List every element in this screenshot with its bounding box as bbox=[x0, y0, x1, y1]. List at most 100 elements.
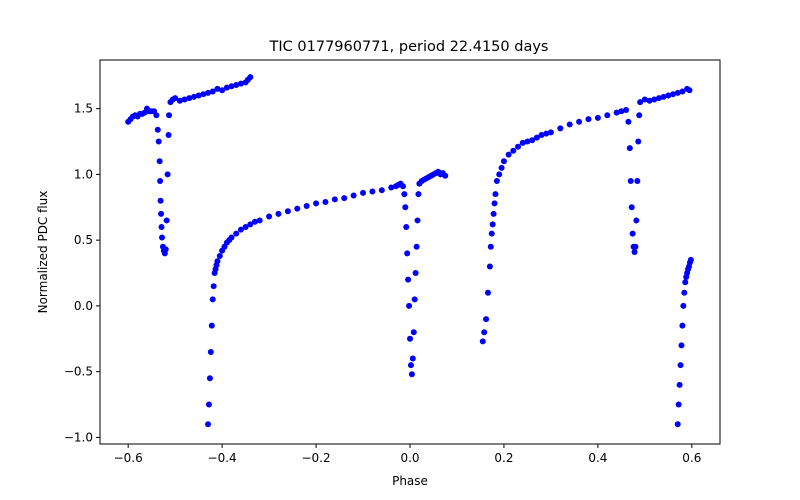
chart-title: TIC 0177960771, period 22.4150 days bbox=[269, 39, 549, 55]
data-point bbox=[186, 95, 193, 102]
data-point bbox=[156, 158, 163, 165]
data-point bbox=[604, 112, 611, 119]
data-point bbox=[498, 164, 505, 171]
data-point bbox=[547, 129, 554, 136]
data-point bbox=[214, 258, 221, 265]
y-axis-ticks: −1.0 −0.5 0.0 0.5 1.0 1.5 bbox=[64, 102, 100, 444]
data-point bbox=[209, 88, 216, 95]
x-tick-label: 0.2 bbox=[494, 451, 513, 465]
data-point bbox=[566, 121, 573, 128]
data-point bbox=[350, 192, 357, 199]
data-point bbox=[294, 205, 301, 212]
data-point bbox=[153, 112, 160, 119]
data-point bbox=[626, 145, 633, 152]
data-point bbox=[266, 213, 273, 220]
data-point bbox=[162, 246, 169, 253]
data-point bbox=[641, 96, 648, 103]
data-point bbox=[623, 106, 630, 113]
y-tick-label: 0.0 bbox=[74, 299, 93, 313]
data-point bbox=[409, 355, 416, 362]
data-point bbox=[206, 375, 213, 382]
data-point bbox=[510, 147, 517, 154]
data-point bbox=[163, 217, 170, 224]
data-point bbox=[681, 289, 688, 296]
data-point bbox=[159, 234, 165, 241]
data-point bbox=[406, 302, 413, 309]
data-point bbox=[492, 191, 499, 198]
data-point bbox=[576, 118, 583, 125]
data-point bbox=[628, 204, 635, 211]
x-tick-label: −0.6 bbox=[114, 451, 143, 465]
data-point bbox=[205, 401, 212, 408]
x-tick-label: −0.2 bbox=[301, 451, 330, 465]
data-point bbox=[247, 74, 254, 81]
data-point bbox=[247, 221, 254, 228]
data-point bbox=[488, 230, 495, 237]
data-point bbox=[679, 88, 686, 95]
data-point bbox=[228, 83, 235, 90]
data-point bbox=[284, 208, 291, 215]
data-point bbox=[237, 80, 244, 87]
data-point bbox=[408, 371, 415, 378]
data-point bbox=[172, 95, 179, 102]
data-point bbox=[207, 348, 214, 355]
data-point bbox=[500, 158, 507, 165]
data-point bbox=[585, 116, 592, 123]
data-point bbox=[415, 191, 422, 198]
data-point bbox=[646, 97, 653, 104]
data-point bbox=[677, 362, 684, 369]
data-point bbox=[486, 263, 493, 270]
data-point bbox=[256, 217, 263, 224]
data-point bbox=[200, 91, 207, 98]
data-points bbox=[125, 74, 694, 428]
data-point bbox=[493, 177, 500, 184]
data-point bbox=[237, 226, 244, 233]
data-point bbox=[402, 204, 409, 211]
data-point bbox=[533, 134, 540, 141]
data-point bbox=[360, 189, 367, 196]
data-point bbox=[655, 95, 662, 102]
data-point bbox=[403, 224, 410, 231]
data-point bbox=[680, 302, 687, 309]
data-point bbox=[407, 362, 414, 369]
data-point bbox=[634, 177, 641, 184]
data-point bbox=[505, 151, 512, 158]
data-point bbox=[686, 87, 693, 94]
y-tick-label: 1.5 bbox=[74, 102, 93, 116]
data-point bbox=[378, 187, 385, 194]
data-point bbox=[401, 191, 408, 198]
data-point bbox=[412, 270, 419, 277]
data-point bbox=[242, 224, 249, 231]
data-point bbox=[190, 93, 197, 100]
data-point bbox=[233, 230, 240, 237]
data-point bbox=[676, 381, 683, 388]
data-point bbox=[670, 91, 677, 98]
x-tick-label: 0.6 bbox=[682, 451, 701, 465]
data-point bbox=[675, 401, 682, 408]
data-point bbox=[679, 322, 686, 329]
data-point bbox=[411, 296, 418, 303]
data-point bbox=[369, 188, 376, 195]
x-axis-label: Phase bbox=[392, 474, 428, 488]
data-point bbox=[665, 92, 672, 99]
data-point bbox=[413, 243, 420, 250]
data-point bbox=[627, 177, 634, 184]
data-point bbox=[157, 177, 164, 184]
data-point bbox=[490, 210, 497, 217]
data-point bbox=[442, 172, 449, 179]
data-point bbox=[216, 252, 223, 259]
plot-frame bbox=[99, 59, 721, 445]
data-point bbox=[158, 224, 165, 231]
data-point bbox=[613, 109, 620, 116]
data-point bbox=[629, 230, 636, 237]
data-point bbox=[195, 92, 202, 99]
y-tick-label: −0.5 bbox=[64, 365, 93, 379]
data-point bbox=[631, 249, 638, 255]
data-point bbox=[388, 184, 395, 191]
data-point bbox=[275, 210, 282, 217]
data-point bbox=[157, 197, 164, 204]
data-point bbox=[209, 296, 216, 303]
data-point bbox=[233, 81, 240, 88]
data-point bbox=[214, 85, 221, 92]
